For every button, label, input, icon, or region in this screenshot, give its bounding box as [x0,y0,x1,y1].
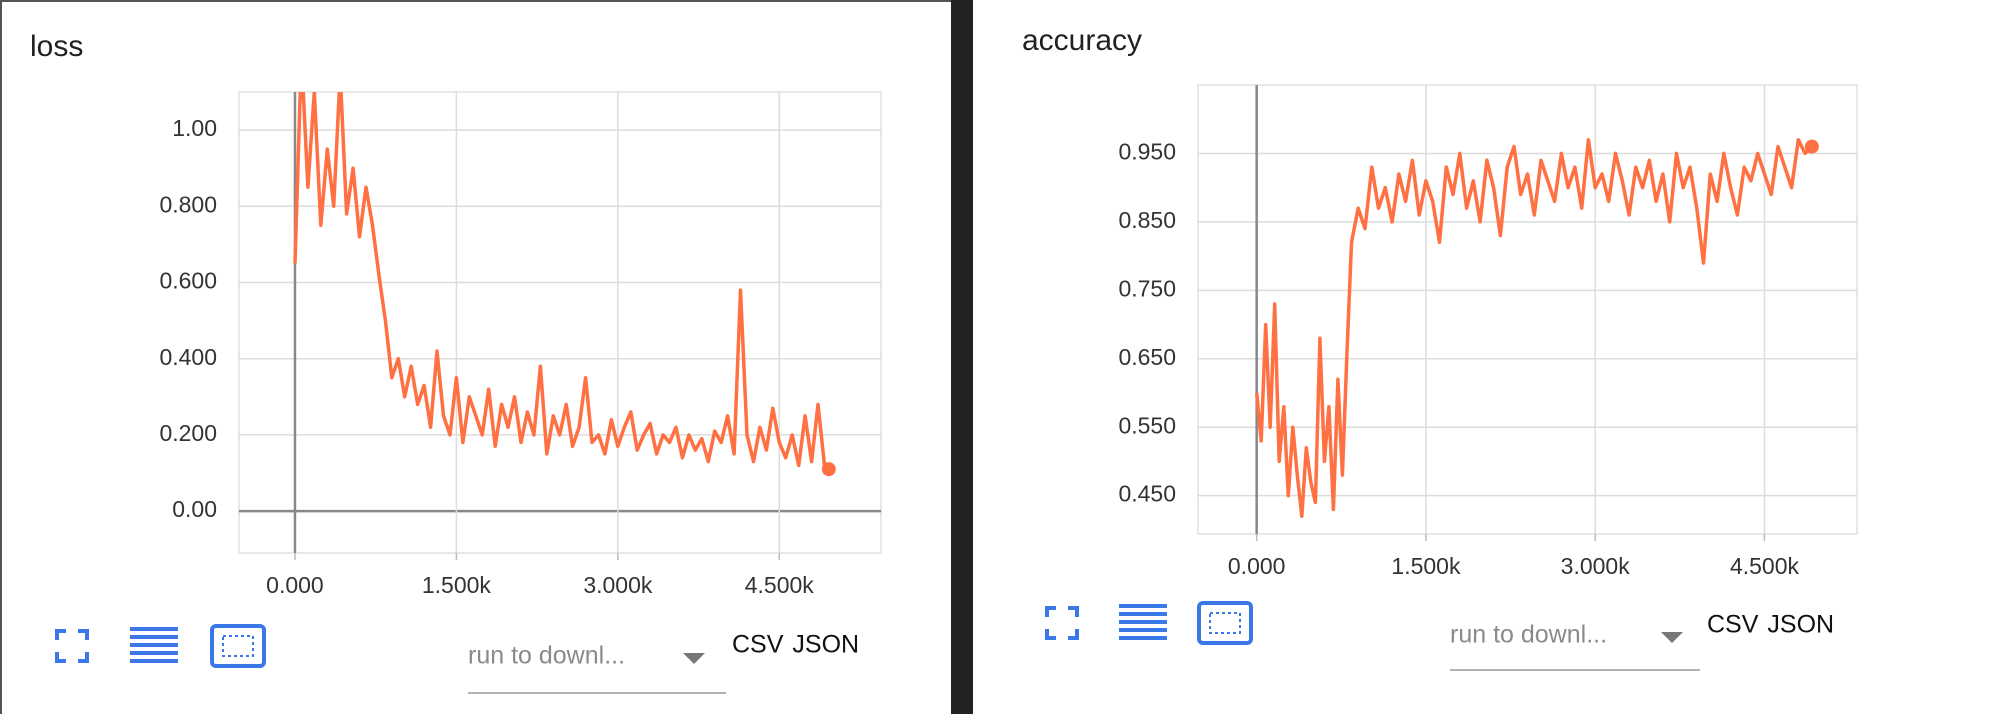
dropdown-placeholder: run to downl... [468,642,625,670]
icon-corner [78,629,89,640]
download-link[interactable]: JSON [792,631,859,659]
y-tick-label: 0.750 [1118,275,1176,301]
icon-bar [130,643,178,647]
toggle-log-button[interactable] [130,627,178,663]
run-dropdown[interactable]: run to downl... [1450,621,1700,671]
y-tick-label: 0.450 [1118,481,1176,507]
y-tick-label: 1.00 [172,115,217,141]
x-tick-label: 4.500k [745,572,815,598]
panel-border [0,0,951,2]
run-dropdown[interactable]: run to downl... [468,642,726,694]
icon-bar [130,627,178,631]
x-tick-label: 1.500k [422,572,492,598]
icon-bar [1119,620,1167,624]
icon-corner [1045,629,1056,640]
x-tick-label: 4.500k [1730,553,1800,579]
dropdown-caret [683,653,705,664]
download-link[interactable]: CSV [732,631,784,659]
icon-bar [130,651,178,655]
y-tick-label: 0.650 [1118,344,1176,370]
fullscreen-button[interactable] [55,629,89,663]
icon-inner [1209,612,1241,634]
y-tick-label: 0.600 [159,268,217,294]
y-tick-label: 0.00 [172,496,217,522]
fit-domain-button[interactable] [1197,601,1253,645]
y-tick-label: 0.850 [1118,207,1176,233]
icon-frame [1197,601,1253,645]
icon-corner [1045,606,1056,617]
series-end-dot [1804,139,1819,154]
icon-bar [1119,628,1167,632]
chart-title: accuracy [1022,24,1142,57]
dropdown-placeholder: run to downl... [1450,621,1607,649]
x-tick-label: 3.000k [1561,553,1631,579]
y-tick-label: 0.400 [159,344,217,370]
toggle-log-button[interactable] [1119,604,1167,640]
plot-frame [238,91,882,554]
icon-inner [222,635,254,657]
plot-frame [1197,84,1858,535]
chart-title: loss [30,30,83,63]
icon-corner [55,652,66,663]
series-line [1254,138,1814,518]
icon-corner [1068,606,1079,617]
fullscreen-button[interactable] [1045,606,1079,640]
icon-corner [1068,629,1079,640]
icon-bar [1119,604,1167,608]
icon-bar [130,635,178,639]
y-tick-label: 0.800 [159,191,217,217]
icon-bar [1119,612,1167,616]
download-link[interactable]: CSV [1707,611,1759,639]
x-tick-label: 1.500k [1391,553,1461,579]
x-tick-label: 0.000 [1228,553,1286,579]
y-tick-label: 0.950 [1118,139,1176,165]
y-tick-label: 0.200 [159,420,217,446]
icon-bar [130,659,178,663]
y-tick-label: 0.550 [1118,412,1176,438]
x-tick-label: 3.000k [583,572,653,598]
icon-corner [78,652,89,663]
icon-corner [55,629,66,640]
fit-domain-button[interactable] [210,624,266,668]
separator [951,0,973,714]
download-link[interactable]: JSON [1767,611,1834,639]
icon-frame [210,624,266,668]
dropdown-caret [1661,632,1683,643]
series-line [293,92,830,471]
x-tick-label: 0.000 [266,572,324,598]
icon-bar [1119,636,1167,640]
series-end-dot [821,462,836,477]
panel-border [0,0,2,714]
